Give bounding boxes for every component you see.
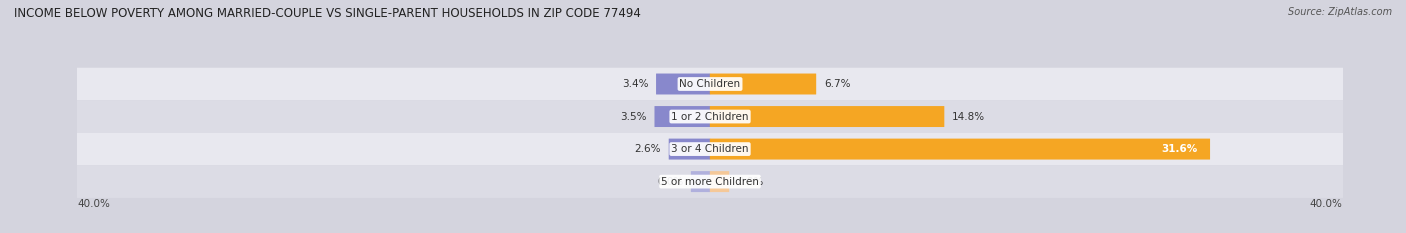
Text: 14.8%: 14.8% [952, 112, 986, 122]
FancyBboxPatch shape [710, 106, 945, 127]
Text: 6.7%: 6.7% [824, 79, 851, 89]
Text: 5 or more Children: 5 or more Children [661, 177, 759, 187]
Text: 1 or 2 Children: 1 or 2 Children [671, 112, 749, 122]
Text: 3.4%: 3.4% [621, 79, 648, 89]
FancyBboxPatch shape [69, 100, 1351, 133]
FancyBboxPatch shape [710, 171, 730, 192]
Text: 0.0%: 0.0% [737, 177, 763, 187]
FancyBboxPatch shape [690, 171, 710, 192]
FancyBboxPatch shape [69, 133, 1351, 165]
Text: 3.5%: 3.5% [620, 112, 647, 122]
FancyBboxPatch shape [710, 74, 817, 95]
FancyBboxPatch shape [657, 74, 710, 95]
Text: No Children: No Children [679, 79, 741, 89]
FancyBboxPatch shape [654, 106, 710, 127]
Text: 40.0%: 40.0% [1310, 199, 1343, 209]
Text: INCOME BELOW POVERTY AMONG MARRIED-COUPLE VS SINGLE-PARENT HOUSEHOLDS IN ZIP COD: INCOME BELOW POVERTY AMONG MARRIED-COUPL… [14, 7, 641, 20]
Text: 31.6%: 31.6% [1161, 144, 1198, 154]
Text: Source: ZipAtlas.com: Source: ZipAtlas.com [1288, 7, 1392, 17]
Text: 40.0%: 40.0% [77, 199, 110, 209]
Text: 2.6%: 2.6% [634, 144, 661, 154]
FancyBboxPatch shape [710, 139, 1211, 160]
FancyBboxPatch shape [69, 68, 1351, 100]
Text: 3 or 4 Children: 3 or 4 Children [671, 144, 749, 154]
FancyBboxPatch shape [69, 165, 1351, 198]
Text: 0.0%: 0.0% [657, 177, 683, 187]
FancyBboxPatch shape [669, 139, 710, 160]
